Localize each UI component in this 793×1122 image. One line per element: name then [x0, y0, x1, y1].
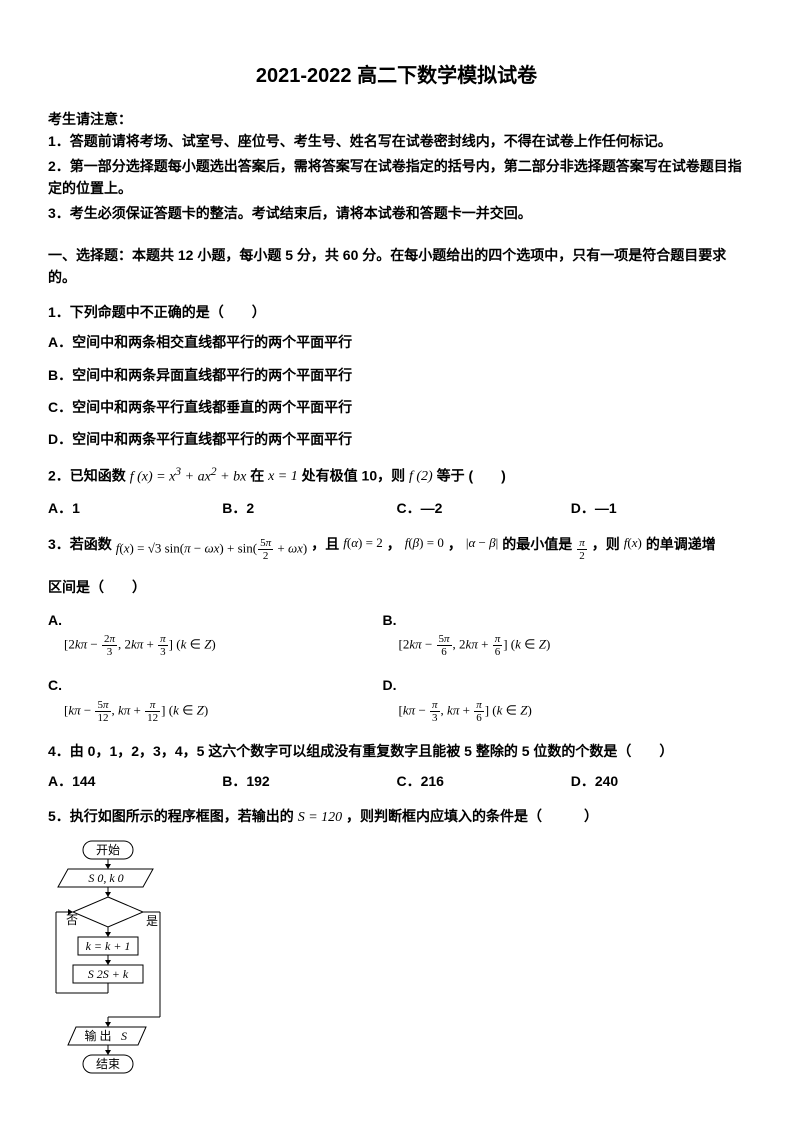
q3-post: 的单调递增 — [646, 533, 716, 555]
q2-formula-2: x = 1 — [268, 466, 298, 488]
q4-stem: 4．由 0，1，2，3，4，5 这六个数字可以组成没有重复数字且能被 5 整除的… — [48, 740, 745, 762]
fc-output-text: 输 出 — [84, 1028, 111, 1043]
notice-item-1: 1．答题前请将考场、试室号、座位号、考生号、姓名写在试卷密封线内，不得在试卷上作… — [48, 130, 745, 152]
q3-sep1: ， — [387, 533, 401, 555]
q3-option-a: A. [2kπ − 2π3, 2kπ + π3] (k ∈ Z) — [48, 609, 383, 659]
flowchart-diagram: 开始 S 0, k 0 k = k + 1 S 2S + k 否 是 — [48, 839, 745, 1079]
q3-opt-b-formula: [2kπ − 5π6, 2kπ + π6] (k ∈ Z) — [383, 633, 718, 658]
fc-init-text: S 0, k 0 — [88, 871, 123, 885]
q2-formula-1: f (x) = x3 + ax2 + bx — [130, 463, 247, 489]
notice-item-3: 3．考生必须保证答题卡的整洁。考试结束后，请将本试卷和答题卡一并交回。 — [48, 202, 745, 224]
q1-stem: 1．下列命题中不正确的是（ ） — [48, 301, 745, 323]
q3-sep2: ， — [448, 533, 462, 555]
q2-option-c: C．―2 — [397, 497, 571, 519]
notice-header: 考生请注意： — [48, 108, 745, 130]
q3-opt-b-label: B. — [383, 609, 718, 631]
q2-mid2: 处有极值 10，则 — [302, 467, 409, 483]
q5-formula: S = 120 — [298, 807, 342, 829]
q2-pre: 2．已知函数 — [48, 467, 130, 483]
q3-opt-d-formula: [kπ − π3, kπ + π6] (k ∈ Z) — [383, 699, 718, 724]
q3-mid3: ，则 — [592, 533, 620, 555]
notice-item-2: 2．第一部分选择题每小题选出答案后，需将答案写在试卷指定的括号内，第二部分非选择… — [48, 155, 745, 200]
q4-option-d: D．240 — [571, 770, 745, 792]
q3-stem-line2: 区间是（ ） — [48, 576, 745, 598]
q3-opt-a-formula: [2kπ − 2π3, 2kπ + π3] (k ∈ Z) — [48, 633, 383, 658]
q3-fx: f(x) — [624, 533, 642, 554]
q2-mid: 在 — [250, 467, 268, 483]
q3-opt-d-label: D. — [383, 674, 718, 696]
fc-end-text: 结束 — [96, 1057, 120, 1071]
q1-option-b: B．空间中和两条异面直线都平行的两个平面平行 — [48, 364, 745, 386]
q4-option-b: B．192 — [222, 770, 396, 792]
fc-start-text: 开始 — [96, 843, 120, 857]
q3-options-row2: C. [kπ − 5π12, kπ + π12] (k ∈ Z) D. [kπ … — [48, 674, 745, 724]
q2-option-d: D．―1 — [571, 497, 745, 519]
q3-opt-c-formula: [kπ − 5π12, kπ + π12] (k ∈ Z) — [48, 699, 383, 724]
q3-opt-a-label: A. — [48, 609, 383, 631]
fc-yes-label: 是 — [146, 914, 158, 928]
q3-mid2: 的最小值是 — [502, 533, 572, 555]
q3-cond1: f(α) = 2 — [343, 533, 382, 554]
fc-step1-text: k = k + 1 — [86, 939, 131, 953]
q4-options: A．144 B．192 C．216 D．240 — [48, 770, 745, 792]
q1-option-a: A．空间中和两条相交直线都平行的两个平面平行 — [48, 331, 745, 353]
section-1-header: 一、选择题：本题共 12 小题，每小题 5 分，共 60 分。在每小题给出的四个… — [48, 244, 745, 289]
q2-stem: 2．已知函数 f (x) = x3 + ax2 + bx 在 x = 1 处有极… — [48, 463, 745, 489]
q3-cond2: f(β) = 0 — [405, 533, 444, 554]
q3-pre: 3．若函数 — [48, 533, 112, 555]
fc-output-var: S — [121, 1029, 127, 1043]
q5-post: ，则判断框内应填入的条件是（ ） — [346, 808, 598, 824]
q2-formula-3: f (2) — [409, 466, 433, 488]
q3-option-d: D. [kπ − π3, kπ + π6] (k ∈ Z) — [383, 674, 718, 724]
q3-stem-line1: 3．若函数 f(x) = √3 sin(π − ωx) + sin(5π2 + … — [48, 531, 745, 556]
fc-no-label: 否 — [66, 913, 78, 927]
q4-option-c: C．216 — [397, 770, 571, 792]
q1-option-d: D．空间中和两条平行直线都平行的两个平面平行 — [48, 428, 745, 450]
q3-mid1: ，且 — [311, 533, 339, 555]
q2-options: A．1 B．2 C．―2 D．―1 — [48, 497, 745, 519]
exam-title: 2021-2022 高二下数学模拟试卷 — [48, 60, 745, 92]
q4-option-a: A．144 — [48, 770, 222, 792]
q5-pre: 5．执行如图所示的程序框图，若输出的 — [48, 808, 298, 824]
q3-opt-c-label: C. — [48, 674, 383, 696]
q3-cond3: |α − β| — [466, 533, 498, 554]
q5-stem: 5．执行如图所示的程序框图，若输出的 S = 120 ，则判断框内应填入的条件是… — [48, 805, 745, 829]
q1-option-c: C．空间中和两条平行直线都垂直的两个平面平行 — [48, 396, 745, 418]
q3-option-b: B. [2kπ − 5π6, 2kπ + π6] (k ∈ Z) — [383, 609, 718, 659]
q3-formula-main: f(x) = √3 sin(π − ωx) + sin(5π2 + ωx) — [116, 537, 307, 562]
q2-option-a: A．1 — [48, 497, 222, 519]
q2-option-b: B．2 — [222, 497, 396, 519]
q3-options-row1: A. [2kπ − 2π3, 2kπ + π3] (k ∈ Z) B. [2kπ… — [48, 609, 745, 659]
q3-option-c: C. [kπ − 5π12, kπ + π12] (k ∈ Z) — [48, 674, 383, 724]
q2-post: 等于 ( ) — [437, 467, 506, 483]
q3-minval: π2 — [576, 537, 588, 562]
fc-step2-text: S 2S + k — [88, 967, 129, 981]
